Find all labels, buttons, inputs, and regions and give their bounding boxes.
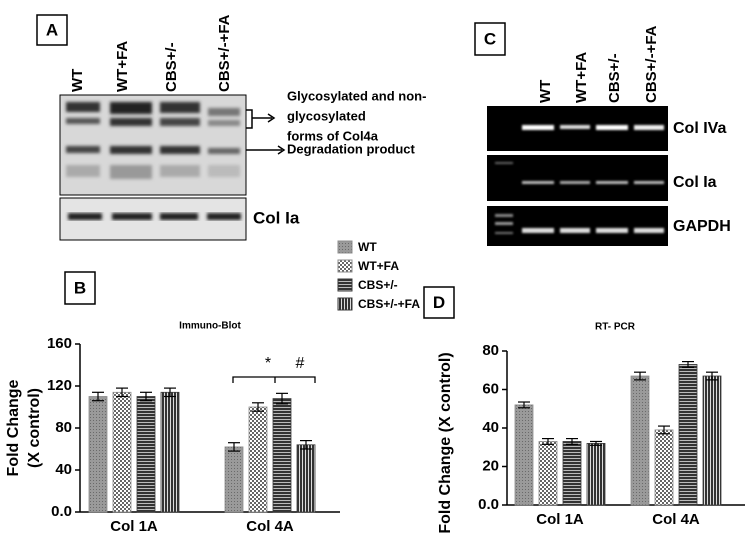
error-bar xyxy=(706,371,718,381)
bar xyxy=(272,398,292,513)
error-bar xyxy=(116,387,128,398)
legend-swatch xyxy=(337,240,353,254)
panel-box xyxy=(64,271,96,305)
lane-label: CBS+/- xyxy=(606,53,623,103)
error-bar xyxy=(228,442,240,452)
y-tick-label: 160 xyxy=(47,335,72,352)
bar xyxy=(538,441,558,506)
significance-mark: # xyxy=(296,355,305,372)
bar xyxy=(88,396,108,513)
panel-label: A xyxy=(46,20,58,39)
legend-label: WT+FA xyxy=(358,259,399,273)
error-bar xyxy=(92,391,104,402)
lane-label: CBS+/-+FA xyxy=(643,25,660,103)
bar xyxy=(224,446,244,513)
annotation: Degradation product xyxy=(287,141,416,156)
lane-label: WT+FA xyxy=(114,41,131,92)
bar xyxy=(678,364,698,506)
bar xyxy=(248,406,268,513)
panel-box xyxy=(474,22,506,56)
error-bar xyxy=(164,387,176,398)
bar xyxy=(586,442,606,506)
lane-label: WT xyxy=(537,80,554,103)
gel-label: Col IVa xyxy=(673,120,726,137)
annotation: forms of Col4a xyxy=(287,128,379,143)
y-tick-label: 120 xyxy=(47,377,72,394)
error-bar xyxy=(140,391,152,402)
error-bar xyxy=(276,392,288,405)
lane-label: CBS+/-+FA xyxy=(216,14,233,92)
legend-swatch xyxy=(337,297,353,311)
error-bar xyxy=(682,360,694,368)
x-tick-label: Col 1A xyxy=(536,511,584,528)
y-axis-label: Fold Change (X control) xyxy=(437,352,454,533)
y-tick-label: 80 xyxy=(55,419,72,436)
blot-lower xyxy=(59,197,247,241)
y-tick-label: 20 xyxy=(482,457,499,474)
bar xyxy=(160,391,180,513)
chart-title: Immuno-Blot xyxy=(179,321,241,332)
significance-bracket xyxy=(232,376,316,383)
panel-label: B xyxy=(74,278,86,297)
error-bar xyxy=(542,437,554,445)
legend-label: CBS+/-+FA xyxy=(358,297,420,311)
error-bar xyxy=(518,401,530,409)
y-axis-label: Fold Change xyxy=(5,379,22,476)
annotation-arrows xyxy=(246,109,286,155)
bar xyxy=(630,375,650,506)
chart-title: RT- PCR xyxy=(595,322,636,333)
legend-label: CBS+/- xyxy=(358,278,398,292)
bar xyxy=(136,396,156,513)
panel-box xyxy=(423,286,455,319)
x-tick-label: Col 1A xyxy=(110,518,158,535)
legend-swatch xyxy=(337,278,353,292)
error-bar xyxy=(590,440,602,446)
blot-label: Col Ia xyxy=(253,208,300,227)
error-bar xyxy=(566,437,578,445)
lane-label: CBS+/- xyxy=(163,42,180,92)
legend-swatch xyxy=(337,259,353,273)
y-tick-label: 80 xyxy=(482,342,499,359)
panel-label: D xyxy=(433,293,445,312)
lane-label: WT+FA xyxy=(573,52,590,103)
panel-label: C xyxy=(484,29,496,48)
bar xyxy=(702,375,722,506)
bar xyxy=(562,441,582,506)
y-axis-label: (X control) xyxy=(26,388,43,468)
significance-mark: * xyxy=(265,355,271,372)
annotation: glycosylated xyxy=(287,108,366,123)
y-tick-label: 0.0 xyxy=(478,496,499,513)
legend-label: WT xyxy=(358,240,377,254)
x-tick-label: Col 4A xyxy=(652,511,700,528)
error-bar xyxy=(658,425,670,435)
bar xyxy=(654,429,674,506)
y-tick-label: 40 xyxy=(482,419,499,436)
bar xyxy=(296,444,316,513)
error-bar xyxy=(634,371,646,381)
lane-label: WT xyxy=(69,69,86,92)
blot-upper xyxy=(59,94,247,196)
gel-label: Col Ia xyxy=(673,174,717,191)
error-bar xyxy=(252,402,264,412)
y-tick-label: 40 xyxy=(55,461,72,478)
gel-label: GAPDH xyxy=(673,218,731,235)
y-tick-label: 60 xyxy=(482,380,499,397)
bar xyxy=(112,391,132,513)
y-tick-label: 0.0 xyxy=(51,503,72,520)
bar xyxy=(514,404,534,506)
error-bar xyxy=(300,440,312,450)
annotation: Glycosylated and non- xyxy=(287,88,426,103)
gels xyxy=(487,106,668,246)
panel-box xyxy=(36,14,68,46)
x-tick-label: Col 4A xyxy=(246,518,294,535)
